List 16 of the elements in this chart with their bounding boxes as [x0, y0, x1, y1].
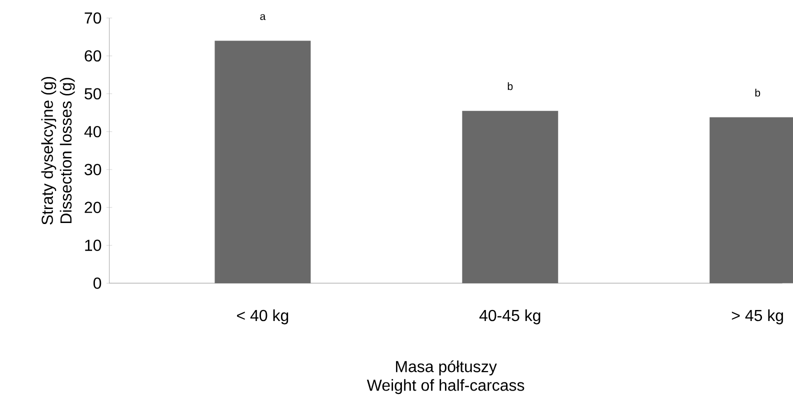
y-axis-title: Straty dysekcyjne (g) Dissection losses (g)	[41, 77, 75, 225]
y-tick-label: 0	[93, 278, 102, 289]
y-tick-label: 20	[84, 202, 102, 214]
y-tick-label: 30	[84, 164, 102, 176]
y-tick-label: 40	[84, 126, 102, 138]
y-tick-label: 70	[84, 12, 102, 24]
annotation: a	[260, 14, 266, 20]
x-axis-title: Masa półtuszy Weight of half-carcass	[366, 360, 524, 394]
annotation: b	[755, 88, 760, 97]
x-tick-label: < 40 kg	[237, 310, 288, 324]
y-tick-label: 50	[84, 88, 102, 100]
y-tick-label: 10	[85, 240, 102, 252]
annotation: b	[508, 82, 513, 90]
y-tick-label: 60	[84, 50, 102, 62]
x-tick-label: 40-45 kg	[479, 310, 540, 324]
x-tick-label: > 45 kg	[732, 310, 783, 324]
